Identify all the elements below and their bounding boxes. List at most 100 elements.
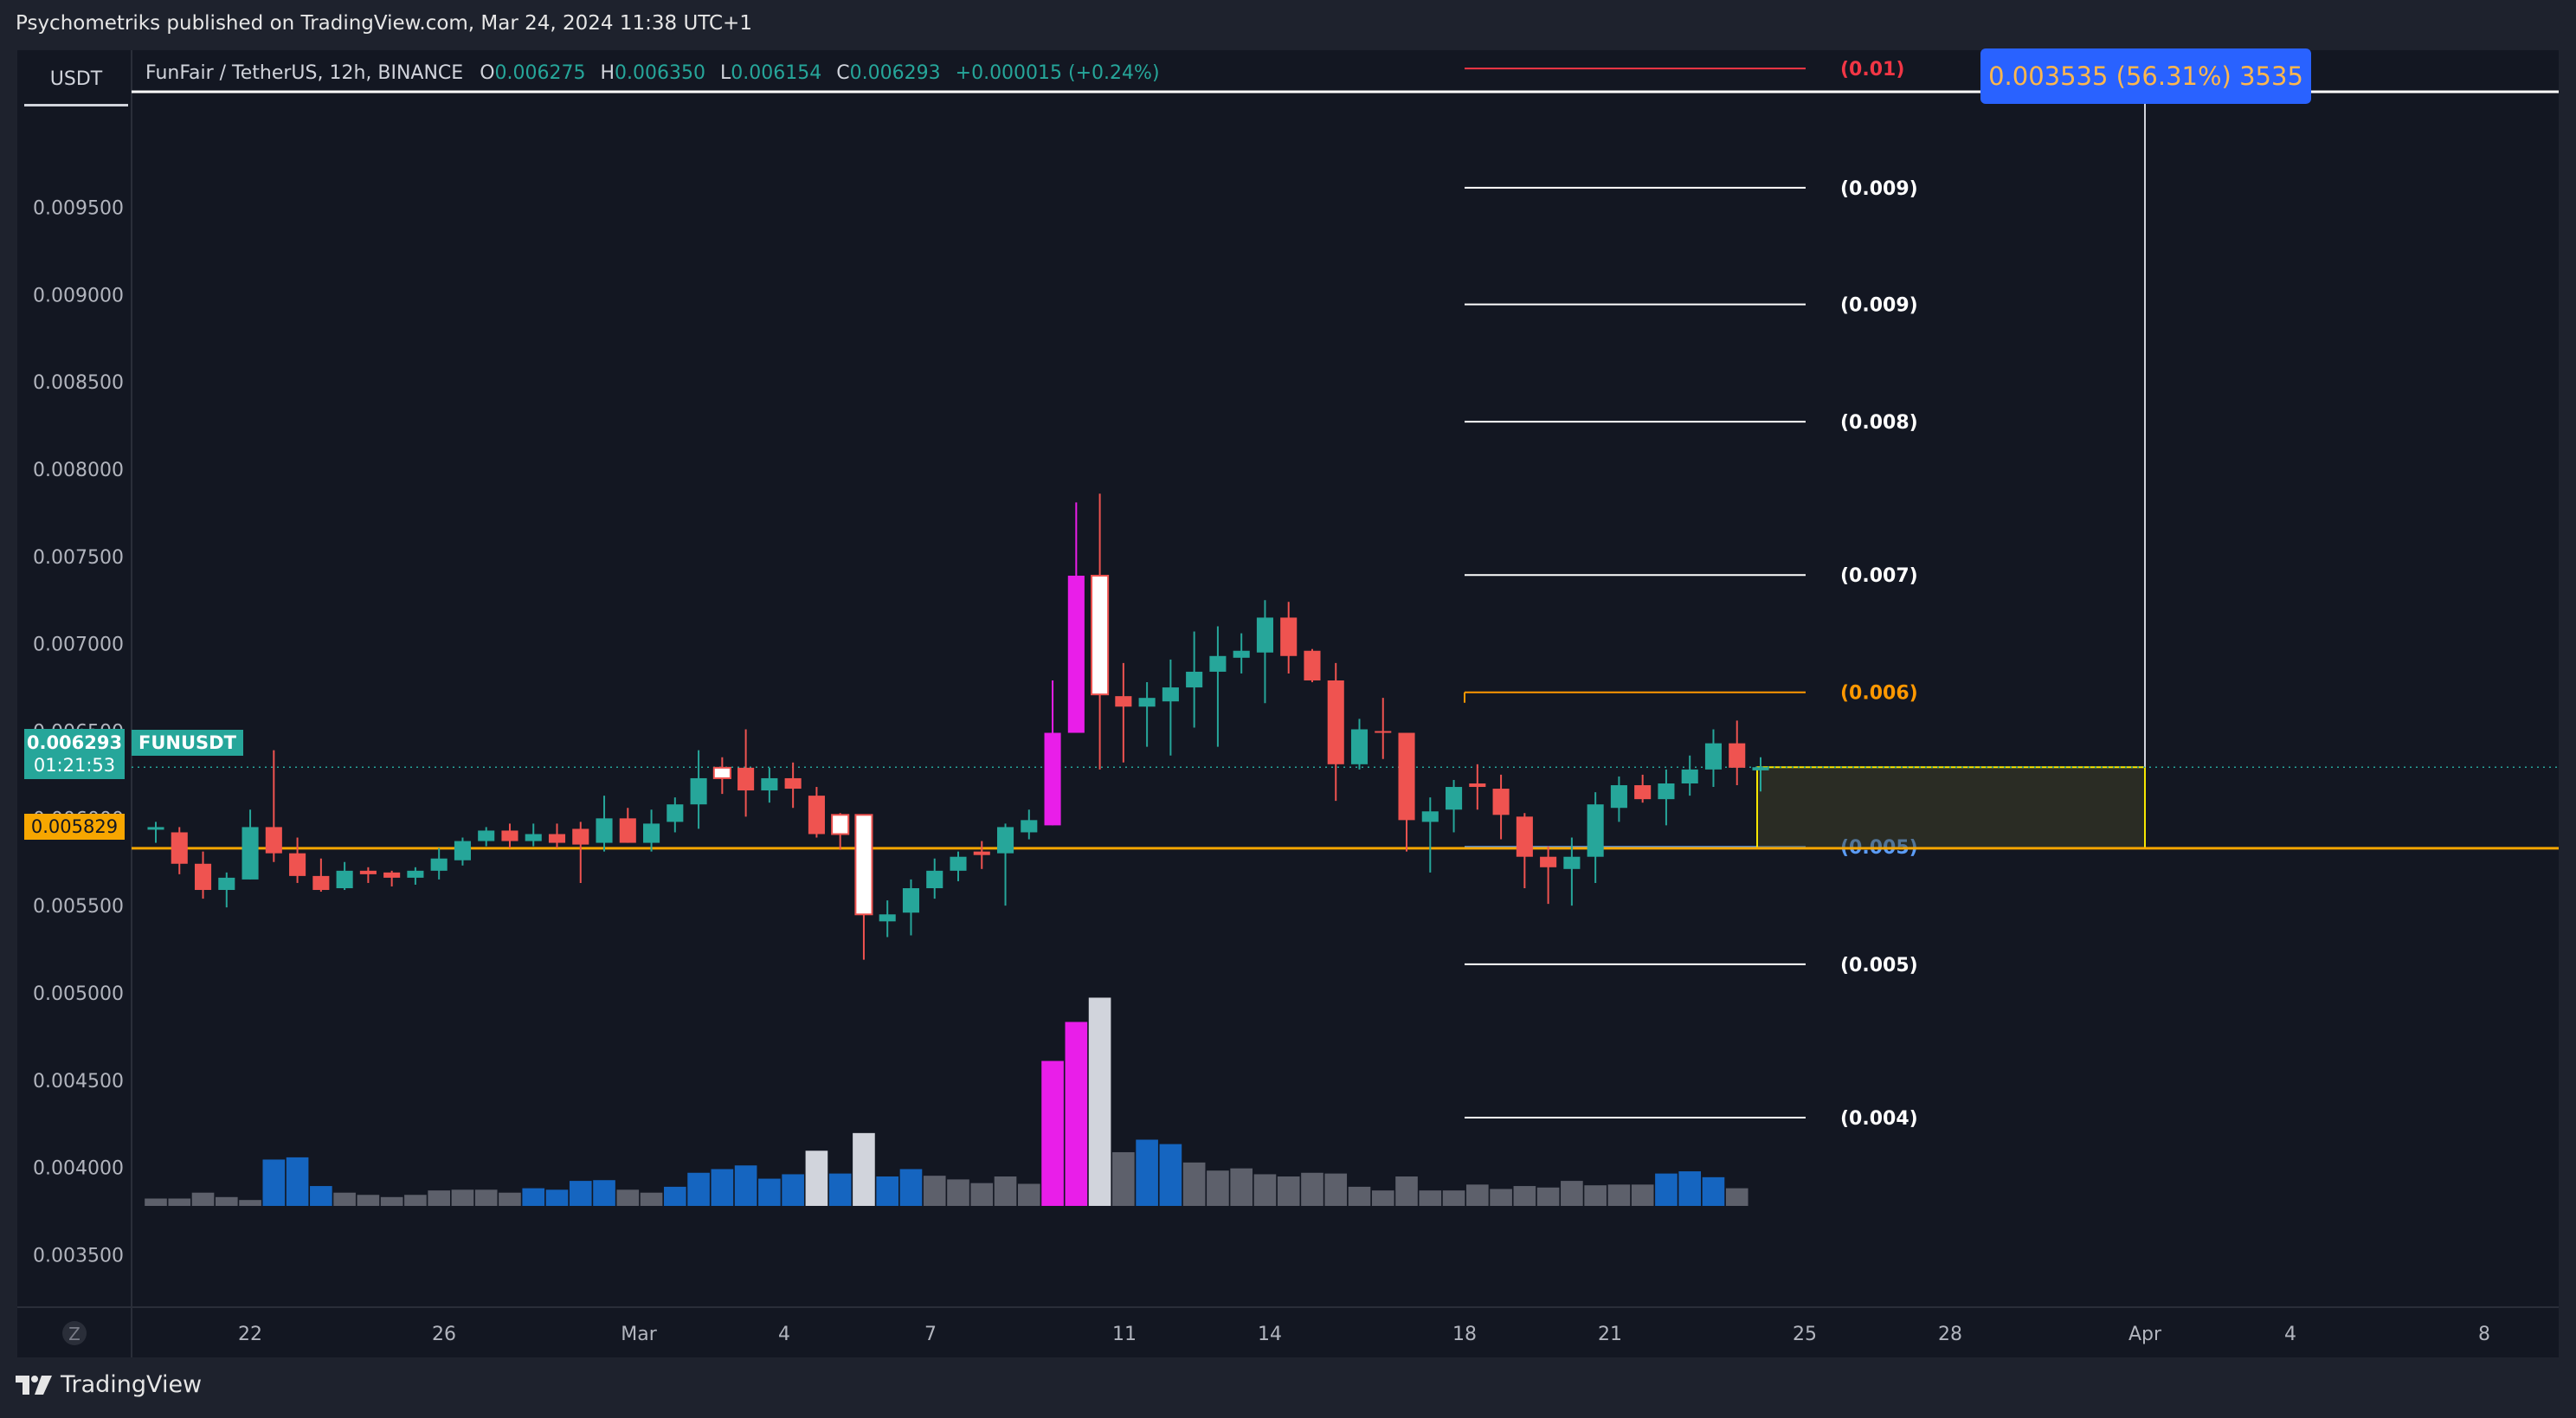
candle-body bbox=[619, 818, 636, 843]
candle-body bbox=[667, 804, 684, 822]
fib-label: (0.004) bbox=[1840, 1108, 1918, 1130]
volume-bar bbox=[1301, 1172, 1323, 1206]
volume-bar bbox=[1631, 1184, 1654, 1206]
candle-body bbox=[1540, 856, 1557, 867]
candle-body bbox=[171, 832, 188, 864]
x-tick-label: 26 bbox=[432, 1324, 456, 1345]
currency-button[interactable]: USDT bbox=[24, 54, 128, 106]
candle-body bbox=[854, 814, 873, 916]
volume-bar bbox=[782, 1174, 804, 1206]
low-label: L bbox=[720, 62, 731, 84]
candle-body bbox=[1186, 671, 1203, 688]
candle-body bbox=[902, 888, 920, 913]
candle-body bbox=[1704, 743, 1723, 770]
candle-body bbox=[430, 858, 448, 871]
volume-bar bbox=[1112, 1151, 1135, 1206]
publish-text: Psychometriks published on TradingView.c… bbox=[16, 12, 752, 35]
volume-bar bbox=[1371, 1190, 1394, 1206]
volume-bar bbox=[522, 1188, 545, 1206]
symbol-name[interactable]: FunFair / TetherUS, 12h, BINANCE bbox=[145, 62, 464, 84]
candle-body bbox=[831, 814, 850, 835]
volume-bar bbox=[1253, 1174, 1277, 1206]
volume-bar bbox=[1136, 1139, 1158, 1206]
candle-body bbox=[1091, 575, 1110, 696]
volume-bar bbox=[262, 1159, 286, 1206]
candle-body bbox=[1280, 617, 1298, 656]
measure-label[interactable]: 0.003535 (56.31%) 3535 bbox=[1980, 48, 2311, 104]
tradingview-logo[interactable]: TradingView bbox=[16, 1371, 202, 1398]
candle-body bbox=[690, 777, 707, 805]
fib-label: (0.008) bbox=[1840, 412, 1918, 434]
candle-body bbox=[147, 827, 164, 830]
volume-bar bbox=[1088, 997, 1111, 1206]
close-value: 0.006293 bbox=[849, 62, 941, 84]
candle-body bbox=[926, 870, 943, 888]
measure-tool[interactable] bbox=[132, 86, 2559, 849]
open-value: 0.006275 bbox=[494, 62, 586, 84]
candle-body bbox=[1304, 650, 1321, 681]
y-tick-label: 0.008000 bbox=[33, 460, 124, 481]
x-tick-label: 4 bbox=[2284, 1324, 2296, 1345]
fib-label: (0.009) bbox=[1840, 178, 1918, 200]
candle-body bbox=[218, 877, 235, 891]
y-tick-label: 0.007000 bbox=[33, 635, 124, 656]
volume-bar bbox=[876, 1176, 899, 1206]
volume-bar bbox=[1348, 1186, 1371, 1206]
candle-body bbox=[1256, 617, 1273, 653]
x-tick-label: 22 bbox=[238, 1324, 262, 1345]
volume-bar bbox=[711, 1169, 734, 1206]
volume-bar bbox=[499, 1192, 521, 1206]
countdown-value: 01:21:53 bbox=[33, 755, 116, 776]
symbol-price-tag: FUNUSDT bbox=[132, 730, 243, 756]
footer-bar bbox=[0, 1357, 2576, 1418]
last-price-value: 0.006293 bbox=[26, 732, 123, 753]
x-tick-label: 25 bbox=[1793, 1324, 1817, 1345]
volume-bar bbox=[428, 1190, 450, 1206]
candle-body bbox=[1681, 769, 1698, 783]
volume-bar bbox=[1702, 1176, 1725, 1206]
high-value: 0.006350 bbox=[615, 62, 706, 84]
volume-bar bbox=[357, 1195, 380, 1206]
volume-bar bbox=[970, 1183, 994, 1206]
y-tick-label: 0.003500 bbox=[33, 1246, 124, 1267]
volume-bar bbox=[923, 1176, 946, 1206]
candle-body bbox=[1350, 729, 1368, 764]
volume-bar bbox=[994, 1176, 1017, 1206]
volume-bar bbox=[1490, 1189, 1512, 1206]
candle-body bbox=[1375, 731, 1392, 733]
x-tick-label: 14 bbox=[1258, 1324, 1282, 1345]
volume-bar bbox=[1419, 1190, 1442, 1206]
x-tick-label: 7 bbox=[924, 1324, 937, 1345]
y-tick-label: 0.004000 bbox=[33, 1158, 124, 1180]
volume-bar bbox=[899, 1169, 923, 1206]
x-tick-label: 11 bbox=[1112, 1324, 1137, 1345]
candle-body bbox=[194, 863, 212, 891]
candles bbox=[147, 493, 1769, 960]
y-tick-label: 0.009000 bbox=[33, 285, 124, 306]
candle-body bbox=[1658, 783, 1675, 800]
z-button-label: Z bbox=[68, 1324, 80, 1344]
candle-body bbox=[289, 853, 306, 876]
volume-bar bbox=[1041, 1060, 1064, 1206]
x-axis[interactable]: 22 26 Mar 4 7 11 14 18 21 25 28 Apr 4 8 Z bbox=[62, 1321, 2490, 1345]
x-tick-label: 18 bbox=[1452, 1324, 1477, 1345]
chart-frame[interactable] bbox=[17, 50, 2559, 1357]
open-label: O bbox=[480, 62, 495, 84]
volume-bar bbox=[569, 1181, 592, 1206]
candle-body bbox=[879, 914, 896, 922]
candle-body bbox=[996, 827, 1014, 854]
volume-bar bbox=[664, 1186, 686, 1206]
volume-bar bbox=[1230, 1168, 1253, 1206]
candle-body bbox=[1492, 789, 1510, 815]
candle-body bbox=[643, 823, 660, 843]
x-tick-label: 28 bbox=[1938, 1324, 1962, 1345]
support-price-tag: 0.005829 bbox=[24, 814, 125, 840]
candle-body bbox=[336, 870, 353, 888]
candle-body bbox=[1610, 785, 1627, 809]
candle-body bbox=[359, 870, 377, 874]
volume-bar bbox=[168, 1198, 191, 1206]
z-button bbox=[62, 1321, 87, 1345]
fib-levels[interactable]: (0.01) (0.009) (0.009) (0.008) (0.007) (0.006… bbox=[1464, 59, 1918, 1130]
volume-bar bbox=[616, 1189, 640, 1206]
